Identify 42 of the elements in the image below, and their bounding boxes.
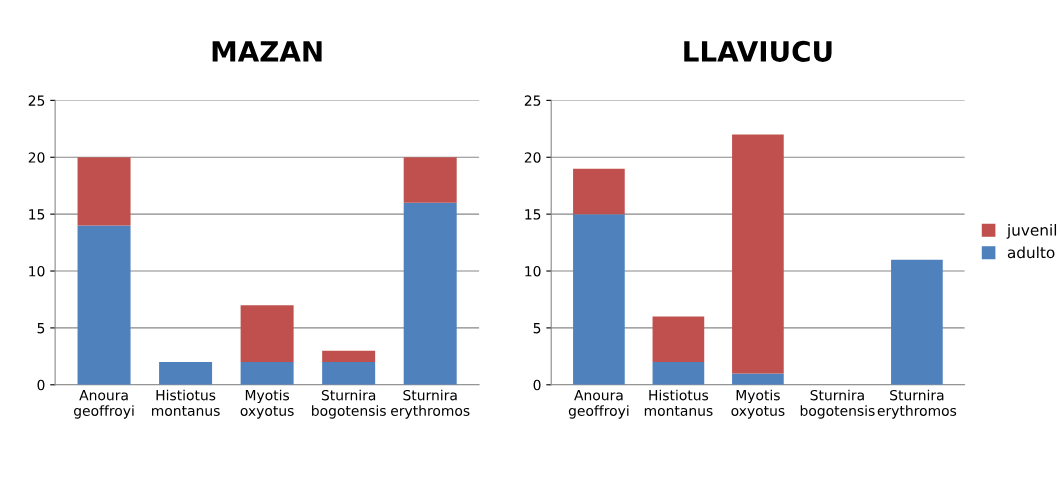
bar xyxy=(240,362,294,385)
legend-label: adulto xyxy=(1007,246,1055,259)
y-tick-label: 20 xyxy=(28,152,45,163)
bar xyxy=(159,362,213,385)
y-tick-label: 5 xyxy=(533,323,541,334)
x-tick-label: Myotis oxyotus xyxy=(240,389,294,419)
y-tick-label: 5 xyxy=(37,323,45,334)
x-tick-label: Histiotus montanus xyxy=(644,389,713,416)
y-tick-label: 25 xyxy=(524,95,541,106)
x-tick-label: Anoura geoffroyi xyxy=(568,390,629,419)
bar xyxy=(732,134,784,374)
x-tick-label: Sturnira erythromos xyxy=(391,389,470,419)
bar xyxy=(77,157,131,226)
bar xyxy=(240,305,294,363)
bar xyxy=(403,202,457,385)
bar xyxy=(322,350,376,363)
bar xyxy=(652,362,705,385)
legend-label: juvenil xyxy=(1006,223,1057,239)
y-tick-label: 15 xyxy=(29,209,45,220)
bar xyxy=(322,362,376,385)
bar xyxy=(891,259,943,385)
y-tick-label: 10 xyxy=(29,265,45,277)
x-tick-label: Sturnira erythromos xyxy=(877,389,957,419)
y-tick-label: 0 xyxy=(37,379,45,391)
bar xyxy=(77,225,131,385)
x-tick-label: Anoura geoffroyi xyxy=(74,390,134,419)
chart-title: MAZAN xyxy=(212,41,322,62)
bar xyxy=(732,373,784,385)
y-tick-label: 25 xyxy=(28,95,45,106)
x-tick-label: Sturnira bogotensis xyxy=(800,389,875,419)
y-tick-label: 0 xyxy=(533,379,541,391)
bar xyxy=(403,157,457,203)
bar xyxy=(573,168,625,215)
bar xyxy=(573,214,625,385)
bar xyxy=(652,316,705,363)
x-tick-label: Myotis oxyotus xyxy=(731,389,785,419)
y-tick-label: 10 xyxy=(525,265,541,277)
chart-title: LLAVIUCU xyxy=(684,40,832,62)
y-tick-label: 15 xyxy=(525,209,541,220)
x-tick-label: Sturnira bogotensis xyxy=(312,389,386,419)
y-tick-label: 20 xyxy=(524,152,541,163)
x-tick-label: Histiotus montanus xyxy=(152,389,220,416)
